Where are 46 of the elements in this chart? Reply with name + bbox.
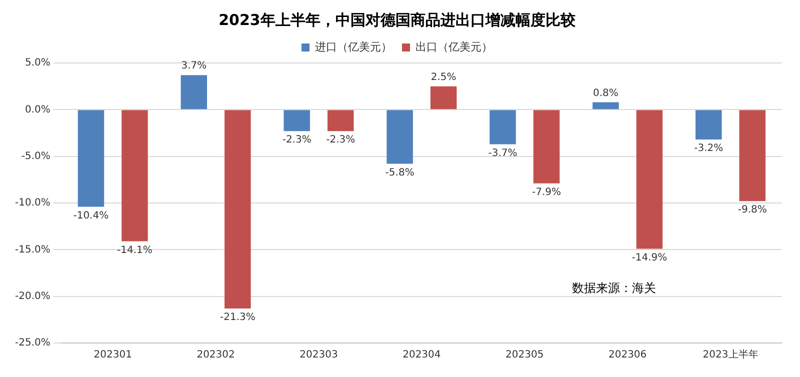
y-tick-label: -5.0% <box>21 150 50 162</box>
bar <box>533 110 560 184</box>
bar <box>122 110 148 242</box>
bar <box>180 75 208 110</box>
data-label: -5.8% <box>385 167 414 178</box>
data-label: -14.9% <box>632 252 668 264</box>
data-label: -3.7% <box>488 148 518 159</box>
y-tick-label: -15.0% <box>14 244 50 256</box>
data-label: -2.3% <box>282 134 312 146</box>
legend-label: 进口（亿美元） <box>315 40 392 54</box>
data-label: -3.2% <box>694 143 724 154</box>
x-tick-label: 2023上半年 <box>702 348 758 361</box>
y-tick-label: -20.0% <box>14 290 50 302</box>
x-tick-label: 202301 <box>94 350 132 361</box>
data-label: -14.1% <box>117 244 152 256</box>
bar <box>636 110 663 249</box>
x-tick-label: 202305 <box>506 350 544 361</box>
legend-label: 出口（亿美元） <box>416 40 492 54</box>
bar <box>696 110 722 140</box>
bar <box>592 102 619 110</box>
bar <box>224 110 251 308</box>
data-label: -10.4% <box>73 210 109 222</box>
y-tick-label: -10.0% <box>14 198 50 209</box>
chart-title: 2023年上半年，中国对德国商品进出口增减幅度比较 <box>218 10 576 29</box>
data-label: 2.5% <box>430 72 456 83</box>
x-tick-label: 202302 <box>196 350 235 361</box>
data-label: -2.3% <box>326 134 356 146</box>
data-label: -21.3% <box>220 312 256 324</box>
y-tick-label: -25.0% <box>14 338 50 349</box>
bar <box>430 86 457 110</box>
data-label: -7.9% <box>532 186 562 198</box>
data-label: -9.8% <box>738 204 767 216</box>
x-tick-label: 202303 <box>300 350 338 361</box>
bar <box>490 110 516 144</box>
y-tick-label: 5.0% <box>24 58 50 69</box>
bar <box>284 110 310 132</box>
bar <box>386 110 413 164</box>
data-label: 3.7% <box>181 60 207 72</box>
annotation: 数据来源：海关 <box>572 281 656 296</box>
data-label: 0.8% <box>593 88 618 99</box>
bar <box>78 110 104 207</box>
x-tick-label: 202306 <box>608 350 647 361</box>
y-tick-label: 0.0% <box>24 104 50 116</box>
x-tick-label: 202304 <box>402 350 441 361</box>
bar <box>739 110 766 202</box>
bar <box>327 110 354 132</box>
